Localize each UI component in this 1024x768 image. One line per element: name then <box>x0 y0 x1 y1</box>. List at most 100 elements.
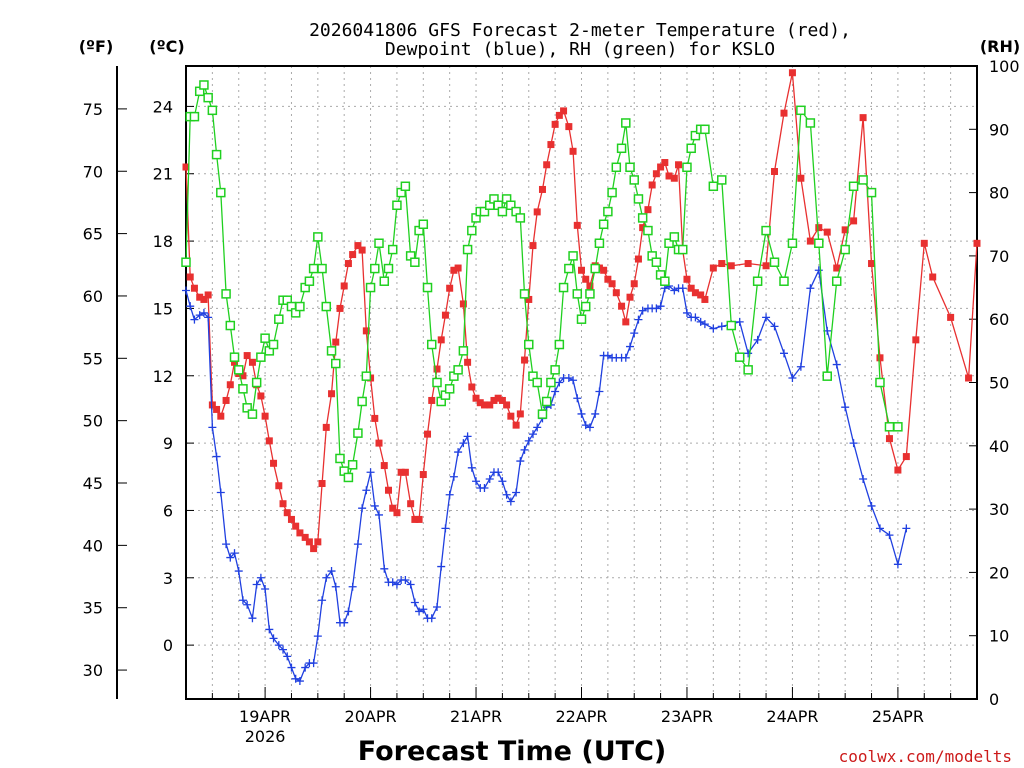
series-point <box>524 339 534 350</box>
series-point <box>454 448 463 457</box>
series-point <box>611 162 622 173</box>
series-point <box>576 314 587 324</box>
series-point <box>743 365 753 375</box>
series-point <box>444 384 455 394</box>
series-point <box>305 538 313 546</box>
series-point <box>361 371 372 381</box>
series-point <box>196 293 204 301</box>
series-point <box>866 187 877 198</box>
series-point <box>555 111 563 119</box>
x-tick-label: 22APR <box>555 707 607 726</box>
series-point <box>449 472 458 481</box>
series-point <box>433 602 442 611</box>
series-point <box>437 562 446 571</box>
rh-tick-label: 90 <box>989 120 1009 139</box>
series-point <box>248 358 256 366</box>
series-point <box>541 396 552 407</box>
series-point <box>229 352 240 362</box>
series-point <box>433 365 441 373</box>
series-point <box>771 168 779 175</box>
series-point <box>521 356 529 364</box>
series-point <box>682 162 692 173</box>
series-point <box>841 403 850 412</box>
series-point <box>270 459 278 467</box>
series-point <box>248 614 257 623</box>
series-point <box>595 387 604 396</box>
series-point <box>274 641 283 650</box>
series-point <box>533 208 541 216</box>
chart-title-line2: Dewpoint (blue), RH (green) for KSLO <box>385 39 775 60</box>
series-point <box>238 596 247 605</box>
series-point <box>384 486 392 494</box>
series-point <box>670 174 678 182</box>
rh-tick-label: 70 <box>989 247 1009 266</box>
series-point <box>696 317 705 326</box>
series-layer <box>181 69 981 686</box>
series-point <box>353 540 362 549</box>
series-point <box>486 401 494 409</box>
series-point <box>796 105 806 116</box>
series-point <box>365 282 376 293</box>
series-point <box>598 219 609 229</box>
series-point <box>633 194 644 204</box>
series-point <box>189 111 200 122</box>
series-point <box>199 308 208 317</box>
series-point <box>468 383 476 391</box>
series-point <box>358 246 366 254</box>
series-point <box>388 578 397 587</box>
series-point <box>295 677 304 686</box>
series-point <box>533 423 542 432</box>
series-point <box>256 573 265 582</box>
series-point <box>467 463 476 472</box>
series-point <box>190 315 199 324</box>
rh-tick-label: 100 <box>989 57 1020 76</box>
series-point <box>770 322 779 331</box>
series-point <box>450 266 458 274</box>
fahrenheit-tick-label: 45 <box>83 474 103 493</box>
series-point <box>233 365 244 375</box>
series-point <box>389 504 397 512</box>
series-point <box>226 381 234 389</box>
series-point <box>603 351 612 360</box>
series-point <box>283 652 292 661</box>
x-tick-label: 24APR <box>766 707 818 726</box>
series-point <box>616 143 627 154</box>
series-point <box>309 659 318 668</box>
series-point <box>406 580 415 589</box>
series-point <box>902 453 910 461</box>
series-point <box>585 423 594 432</box>
series-point <box>257 392 265 400</box>
series-point <box>580 301 591 312</box>
series-point <box>625 162 635 173</box>
series-point <box>806 237 814 245</box>
rh-tick-label: 80 <box>989 184 1009 203</box>
series-point <box>717 175 727 185</box>
series-point <box>717 322 726 331</box>
series-point <box>859 114 867 122</box>
series-point <box>564 374 573 383</box>
series-point <box>213 405 221 413</box>
series-point <box>841 226 849 234</box>
series-point <box>591 409 600 418</box>
rh-tick-label: 20 <box>989 563 1009 582</box>
series-point <box>691 289 699 297</box>
series-point <box>761 225 771 236</box>
series-point <box>310 545 318 553</box>
series-point <box>709 264 717 272</box>
series-point <box>387 244 398 255</box>
series-point <box>726 320 737 331</box>
series-point <box>291 674 300 683</box>
series-point <box>634 315 643 324</box>
series-point <box>648 181 656 189</box>
series-point <box>538 185 546 193</box>
series-point <box>497 206 508 217</box>
series-point <box>524 436 533 445</box>
series-point <box>283 509 291 517</box>
series-point <box>626 342 635 351</box>
celsius-tick-label: 6 <box>163 501 173 520</box>
series-point <box>321 301 332 312</box>
fahrenheit-tick-label: 30 <box>83 661 103 680</box>
series-point <box>604 275 612 283</box>
series-point <box>296 529 304 537</box>
series-point <box>572 289 583 299</box>
